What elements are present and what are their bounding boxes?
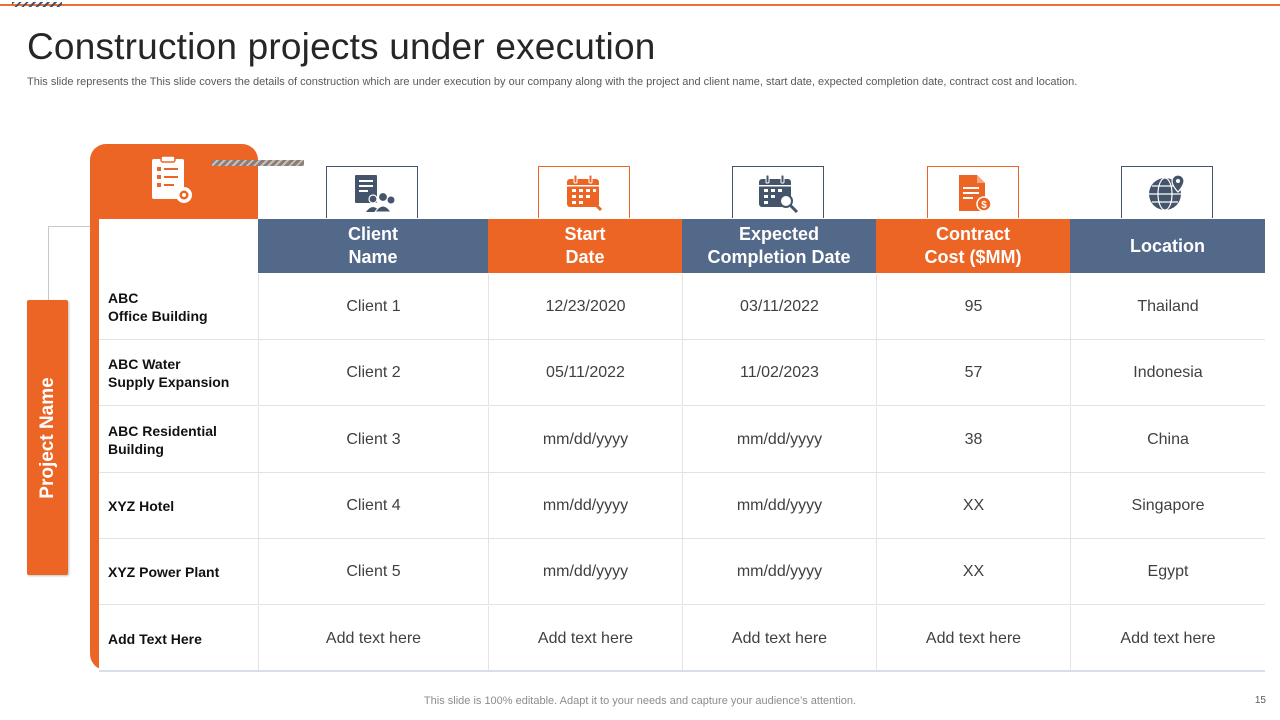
page-number: 15 [1254, 695, 1266, 706]
location-icon-box [1121, 166, 1213, 218]
top-hatch-decoration [12, 2, 62, 7]
client-icon-box [326, 166, 418, 218]
calendar-icon [567, 174, 603, 211]
table-cell: Indonesia [1070, 340, 1265, 407]
header-line: Cost ($MM) [924, 247, 1022, 267]
table-cell: 05/11/2022 [488, 340, 682, 407]
table-cell: mm/dd/yyyy [488, 539, 682, 606]
table-cell: 03/11/2022 [682, 274, 876, 340]
table-row: Add Text Here Add text here Add text here A… [99, 605, 1265, 672]
table-cell: XX [876, 539, 1070, 606]
table-cell: Add text here [682, 605, 876, 672]
project-name-cell: ABC Water Supply Expansion [108, 340, 258, 406]
client-group-icon [355, 174, 395, 212]
contract-cost-icon-box: $ [927, 166, 1019, 218]
table-bottom-line [99, 670, 1265, 672]
top-accent-line [0, 4, 1280, 6]
project-name-cell: ABC Office Building [108, 274, 258, 340]
page-title: Construction projects under execution [27, 26, 656, 67]
project-name-line: XYZ Power Plant [108, 564, 220, 581]
table-cell: mm/dd/yyyy [682, 472, 876, 539]
table-cell: mm/dd/yyyy [682, 406, 876, 473]
column-header-contract-cost: Contract Cost ($MM) [876, 219, 1070, 273]
project-name-line: ABC Residential [108, 422, 217, 439]
table-cell: Add text here [876, 605, 1070, 672]
table-row: ABC Residential Building Client 3 mm/dd/yyy… [99, 406, 1265, 473]
project-column-body [99, 219, 259, 671]
table-cell: 95 [876, 274, 1070, 340]
table-cell: 12/23/2020 [488, 274, 682, 340]
project-name-cell: Add Text Here [108, 606, 258, 672]
completion-date-icon-box [732, 166, 824, 218]
table-cell: Client 4 [258, 472, 488, 539]
table-cell: mm/dd/yyyy [488, 472, 682, 539]
header-line: Completion Date [707, 247, 851, 267]
header-line: Client [347, 224, 398, 244]
column-header-start-date: Start Date [488, 219, 682, 273]
header-line: Name [348, 247, 398, 267]
connector-line [48, 226, 91, 301]
project-name-cell: XYZ Power Plant [108, 539, 258, 605]
footer-note: This slide is 100% editable. Adapt it to… [423, 695, 857, 707]
calendar-search-icon [759, 174, 799, 213]
document-settings-icon [148, 154, 196, 206]
column-header-client-name: Client Name [258, 219, 488, 273]
table-row: ABC Water Supply Expansion Client 2 05/11/2… [99, 340, 1265, 407]
header-line: Date [565, 247, 605, 267]
project-name-line: ABC [108, 290, 139, 306]
table-cell: 38 [876, 406, 1070, 473]
table-cell: Add text here [488, 605, 682, 672]
table-cell: Client 2 [258, 340, 488, 407]
table-cell: Thailand [1070, 274, 1265, 340]
table-cell: mm/dd/yyyy [682, 539, 876, 606]
table-row: XYZ Power Plant Client 5 mm/dd/yyyy mm/dd/y… [99, 539, 1265, 606]
table-cell: 57 [876, 340, 1070, 407]
header-line: Expected [738, 224, 820, 244]
project-name-line: ABC Water [108, 356, 181, 373]
table-cell: mm/dd/yyyy [488, 406, 682, 473]
project-name-line: Add Text Here [108, 630, 202, 647]
project-name-cell: XYZ Hotel [108, 473, 258, 539]
globe-location-icon [1149, 173, 1185, 211]
header-line: Contract [935, 224, 1010, 244]
table-cell: China [1070, 406, 1265, 473]
project-name-cell: ABC Residential Building [108, 407, 258, 473]
table-cell: 11/02/2023 [682, 340, 876, 407]
hatch-decoration [212, 160, 304, 166]
table-cell: Add text here [258, 605, 488, 672]
project-name-line: XYZ Hotel [108, 497, 175, 514]
contract-dollar-icon: $ [959, 174, 992, 212]
project-name-label: Project Name [27, 300, 68, 575]
project-name-line: Supply Expansion [108, 374, 230, 391]
table-cell: Client 3 [258, 406, 488, 473]
table-cell: XX [876, 472, 1070, 539]
table-row: XYZ Hotel Client 4 mm/dd/yyyy mm/dd/yyyy XX S… [99, 472, 1265, 539]
table-row: ABC Office Building Client 1 12/23/2020 03/1… [99, 274, 1265, 340]
project-name-line: Building [108, 440, 164, 457]
header-line: Start [564, 224, 606, 244]
table-cell: Add text here [1070, 605, 1265, 672]
table-cell: Singapore [1070, 472, 1265, 539]
column-header-expected-completion: Expected Completion Date [682, 219, 876, 273]
table-cell: Egypt [1070, 539, 1265, 606]
svg-text:$: $ [981, 200, 987, 211]
header-line: Location [1130, 235, 1205, 256]
column-header-location: Location [1070, 219, 1265, 273]
table-cell: Client 1 [258, 274, 488, 340]
start-date-icon-box [538, 166, 630, 218]
page-subtitle: This slide represents the This slide cov… [27, 76, 1078, 88]
project-name-line: Office Building [108, 308, 208, 324]
project-name-label-text: Project Name [36, 376, 58, 499]
table-cell: Client 5 [258, 539, 488, 606]
